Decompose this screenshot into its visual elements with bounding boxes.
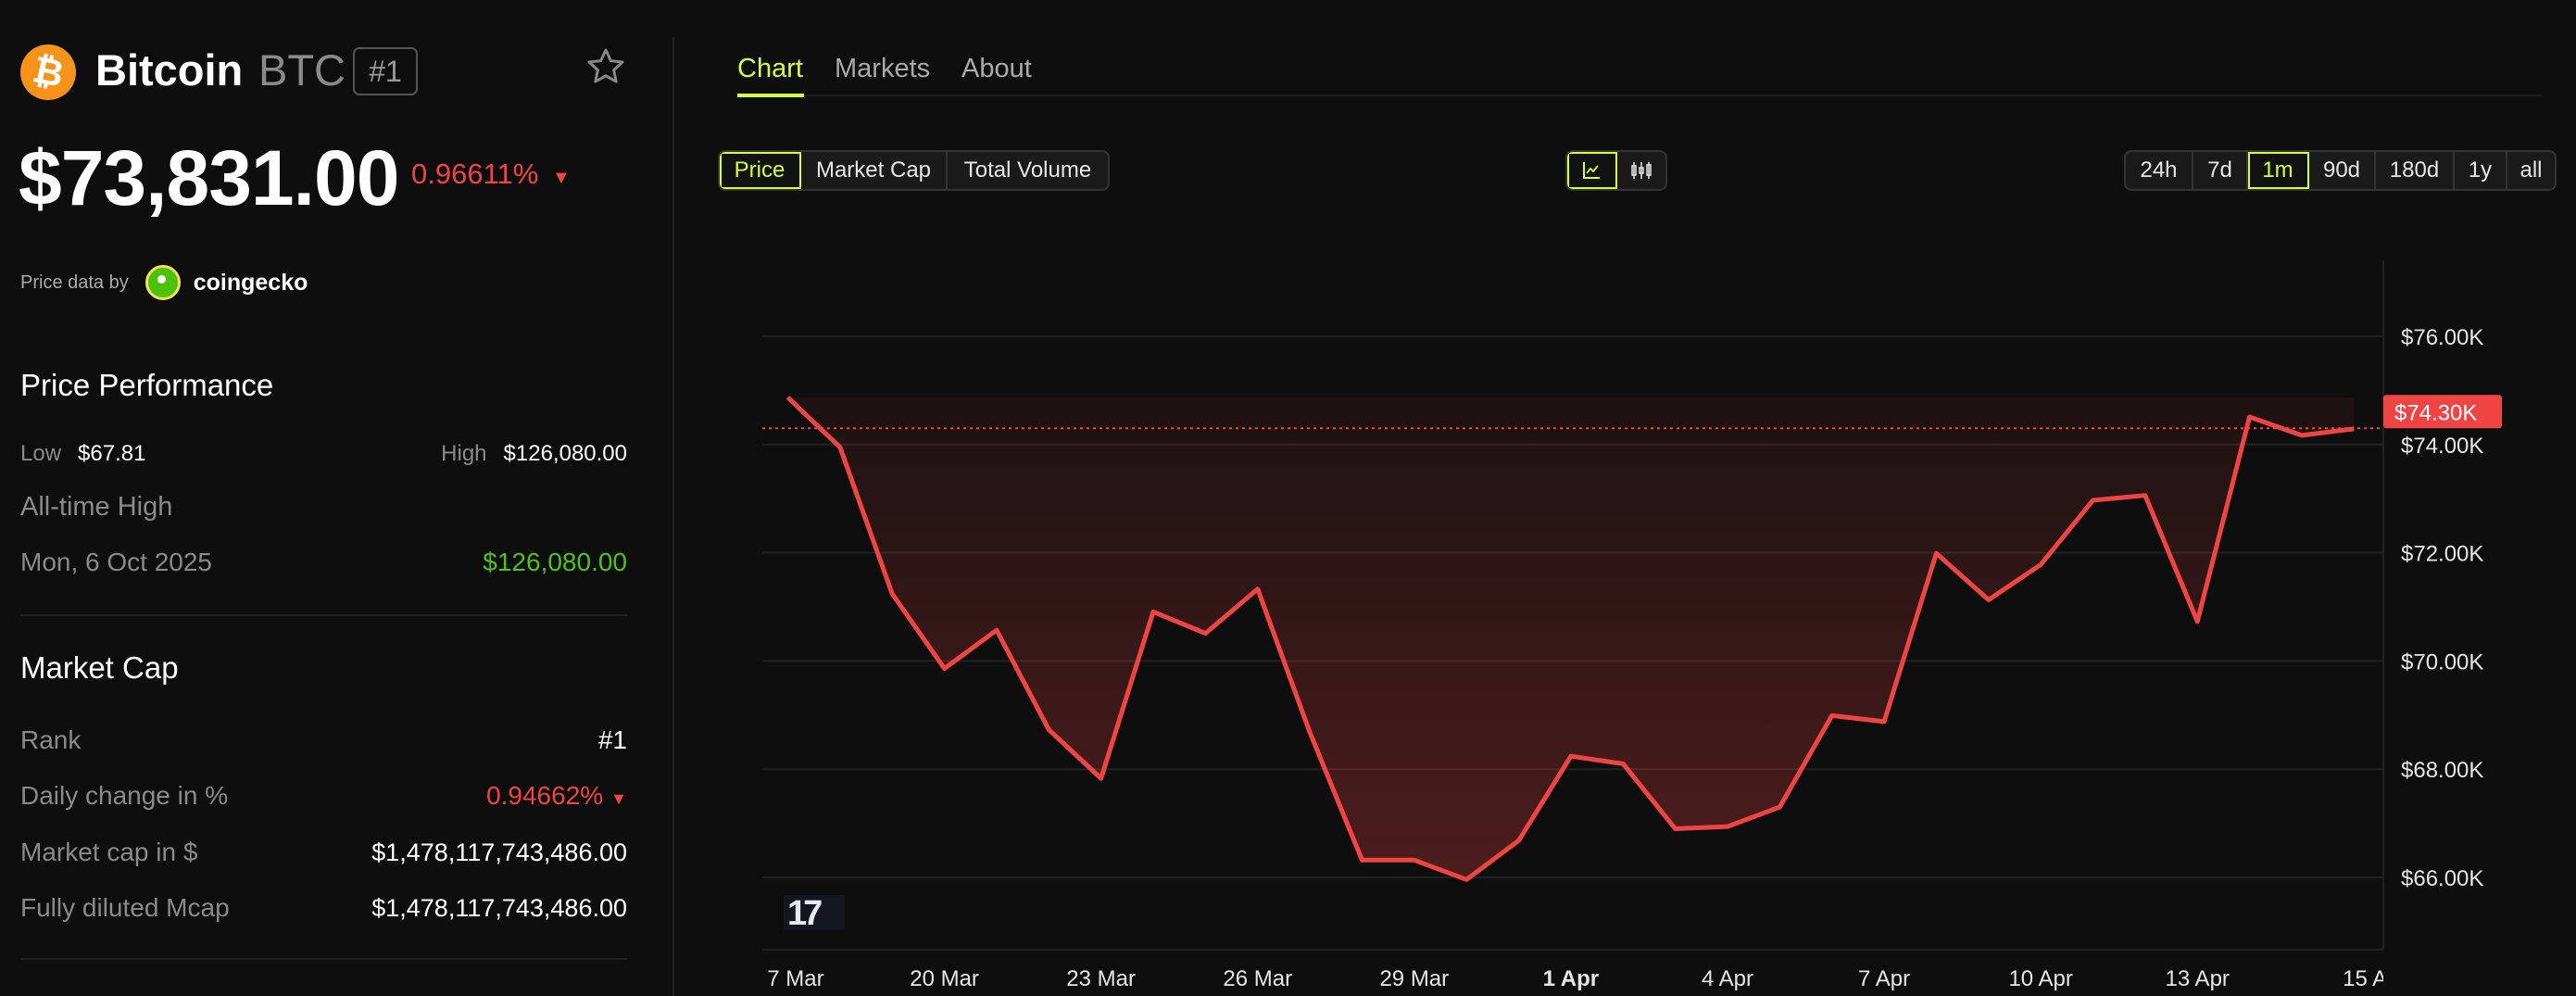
tab-markets[interactable]: Markets xyxy=(835,54,931,83)
x-tick-label: 15 Apr xyxy=(2343,966,2406,991)
low-value: $67.81 xyxy=(78,441,146,466)
x-tick-label: 26 Mar xyxy=(1223,966,1292,991)
current-price: $73,831.00 xyxy=(19,134,399,221)
low-high-row: Low $67.81 High $126,080.00 xyxy=(20,441,627,467)
line-chart-button[interactable] xyxy=(1567,152,1617,189)
star-icon xyxy=(587,48,624,83)
y-tick-label: $76.00K xyxy=(2401,325,2483,350)
price-area-fill xyxy=(787,397,2355,880)
x-tick-label: 4 Apr xyxy=(1702,966,1753,991)
x-tick-label: 7 Mar xyxy=(767,966,823,991)
price-attribution: Price data by coingecko xyxy=(20,265,308,300)
divider xyxy=(20,614,627,616)
svg-text:17: 17 xyxy=(787,894,822,933)
attribution-label: Price data by xyxy=(20,271,129,293)
fdv-label: Fully diluted Mcap xyxy=(20,893,230,922)
favorite-star-button[interactable] xyxy=(584,44,628,89)
metric-selector: Price Market Cap Total Volume xyxy=(718,150,1110,191)
daily-change-row: Daily change in % 0.94662% ▼ xyxy=(20,781,627,811)
x-tick-label: 13 Apr xyxy=(2166,966,2230,991)
high-label: High xyxy=(441,441,487,466)
daily-change-value: 0.94662% xyxy=(486,781,604,810)
coingecko-logo-icon xyxy=(145,265,181,300)
market-cap-row: Market cap in $ $1,478,117,743,486.00 xyxy=(20,838,627,867)
divider xyxy=(20,958,627,960)
time-range-selector: 24h 7d 1m 90d 180d 1y all xyxy=(2124,150,2557,191)
line-chart-icon xyxy=(1583,162,1600,179)
candlestick-chart-button[interactable] xyxy=(1617,152,1665,189)
coingecko-link[interactable]: coingecko xyxy=(193,269,308,296)
tradingview-logo-icon[interactable]: 17 xyxy=(784,894,845,933)
y-tick-label: $70.00K xyxy=(2401,649,2483,675)
y-tick-label: $66.00K xyxy=(2401,866,2483,891)
market-cap-title: Market Cap xyxy=(20,650,179,685)
x-tick-label: 29 Mar xyxy=(1379,966,1449,991)
caret-down-icon: ▼ xyxy=(551,168,571,188)
coin-symbol: BTC xyxy=(258,45,346,95)
ath-date: Mon, 6 Oct 2025 xyxy=(20,548,213,576)
market-cap-value: $1,478,117,743,486.00 xyxy=(371,838,627,866)
x-tick-label: 7 Apr xyxy=(1858,966,1910,991)
tabs-underline xyxy=(737,95,2542,96)
rank-row: Rank #1 xyxy=(20,725,627,755)
chart-type-selector xyxy=(1565,150,1667,191)
range-all-button[interactable]: all xyxy=(2519,158,2543,183)
price-change: 0.96611% ▼ xyxy=(411,158,571,191)
active-tab-indicator xyxy=(737,94,804,97)
fdv-value: $1,478,117,743,486.00 xyxy=(371,893,627,922)
price-change-value: 0.96611% xyxy=(411,158,539,190)
high-value: $126,080.00 xyxy=(503,441,627,466)
current-price-badge xyxy=(2383,395,2502,429)
x-tick-label: 20 Mar xyxy=(910,966,979,991)
y-tick-label: $68.00K xyxy=(2401,758,2483,783)
fdv-row: Fully diluted Mcap $1,478,117,743,486.00 xyxy=(20,893,627,923)
total-volume-metric-button[interactable]: Total Volume xyxy=(963,158,1092,183)
price-metric-button[interactable]: Price xyxy=(720,152,801,189)
ath-row: Mon, 6 Oct 2025 $126,080.00 xyxy=(20,548,627,577)
daily-change-label: Daily change in % xyxy=(20,781,229,810)
coin-name: Bitcoin xyxy=(95,45,244,95)
candlestick-icon xyxy=(1631,162,1652,179)
y-tick-label: $74.00K xyxy=(2401,434,2483,459)
market-cap-metric-button[interactable]: Market Cap xyxy=(801,152,948,189)
rank-label: Rank xyxy=(20,725,82,754)
panel-divider xyxy=(672,37,674,996)
x-tick-label: 10 Apr xyxy=(2008,966,2072,991)
rank-badge: #1 xyxy=(353,47,418,95)
y-tick-label: $72.00K xyxy=(2401,542,2483,567)
x-tick-label: 1 Apr xyxy=(1543,966,1599,991)
low-label: Low xyxy=(20,441,62,466)
x-tick-label: 23 Mar xyxy=(1066,966,1136,991)
market-cap-label: Market cap in $ xyxy=(20,838,198,866)
range-90d-button[interactable]: 90d xyxy=(2309,152,2376,189)
range-180d-button[interactable]: 180d xyxy=(2376,152,2455,189)
current-price-label: $74.30K xyxy=(2394,400,2477,425)
range-1y-button[interactable]: 1y xyxy=(2455,152,2507,189)
ath-label: All-time High xyxy=(20,492,173,522)
price-performance-title: Price Performance xyxy=(20,368,274,402)
tab-about[interactable]: About xyxy=(961,54,1032,83)
rank-value: #1 xyxy=(597,725,627,754)
tab-chart[interactable]: Chart xyxy=(737,54,803,83)
caret-down-icon: ▼ xyxy=(610,789,627,808)
ath-value: $126,080.00 xyxy=(483,548,627,576)
range-24h-button[interactable]: 24h xyxy=(2126,152,2193,189)
range-7d-button[interactable]: 7d xyxy=(2193,152,2248,189)
range-1m-button[interactable]: 1m xyxy=(2248,152,2309,189)
